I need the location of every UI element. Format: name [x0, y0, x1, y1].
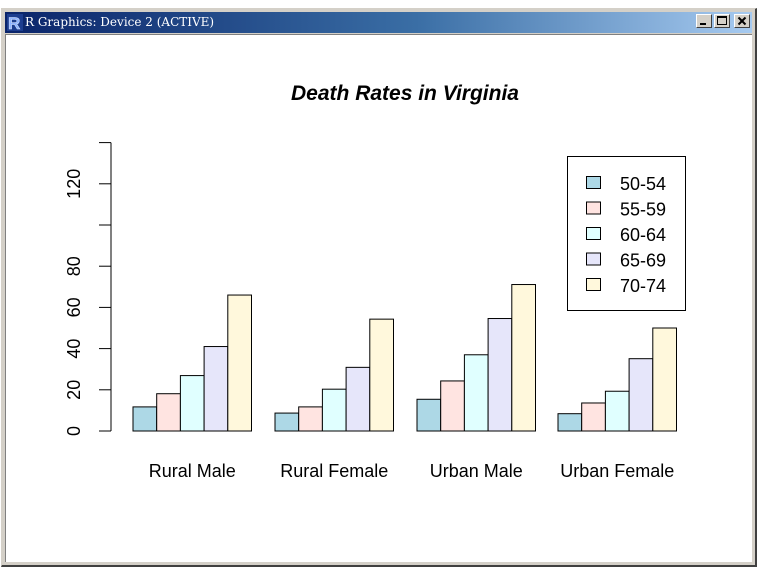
legend-swatch — [586, 227, 601, 240]
close-button[interactable] — [734, 14, 750, 28]
title-bar[interactable]: R R Graphics: Device 2 (ACTIVE) — [5, 12, 752, 33]
bar-group — [274, 318, 394, 432]
bars — [132, 284, 677, 432]
bar — [298, 406, 323, 432]
bar — [581, 402, 606, 432]
chart-title: Death Rates in Virginia — [291, 82, 519, 105]
x-tick-label: Urban Male — [430, 461, 523, 481]
bar-group — [416, 284, 536, 432]
x-tick-label: Rural Male — [149, 461, 236, 481]
x-tick-label: Rural Female — [280, 461, 388, 481]
bar — [345, 366, 371, 432]
bar — [274, 412, 300, 432]
bar — [203, 346, 229, 432]
y-axis: 0 20 40 60 80 120 — [64, 142, 112, 436]
y-tick-label: 80 — [64, 256, 84, 276]
minimize-icon — [700, 23, 706, 25]
maximize-icon — [717, 16, 727, 25]
bar — [416, 398, 442, 432]
legend-swatch — [586, 278, 601, 291]
y-tick-label: 60 — [64, 297, 84, 317]
legend-swatch — [586, 252, 601, 266]
y-tick-label: 20 — [64, 380, 84, 400]
bar — [511, 284, 536, 432]
x-axis-labels: Rural Male Rural Female Urban Male Urban Fe… — [149, 461, 675, 481]
bar — [321, 388, 347, 432]
legend-item: 50-54 — [586, 174, 666, 194]
y-tick-label: 120 — [64, 169, 84, 199]
bar-group — [557, 327, 677, 432]
legend-item: 55-59 — [586, 200, 666, 220]
legend-label: 55-59 — [620, 200, 666, 220]
legend-item: 65-69 — [586, 251, 666, 271]
bar — [557, 413, 583, 432]
y-tick-label: 40 — [64, 339, 84, 359]
bar — [652, 327, 677, 432]
bar — [487, 318, 513, 432]
legend-label: 50-54 — [620, 174, 666, 194]
bar — [369, 318, 394, 432]
maximize-button[interactable] — [714, 14, 730, 28]
legend: 50-54 55-59 60-64 65-69 70-74 — [567, 156, 686, 311]
bar — [604, 390, 630, 432]
bar — [440, 380, 465, 432]
legend-item: 60-64 — [586, 225, 666, 245]
legend-label: 70-74 — [620, 276, 666, 296]
window-title: R Graphics: Device 2 (ACTIVE) — [25, 15, 215, 29]
bar — [179, 375, 205, 432]
legend-swatch — [586, 201, 601, 215]
svg-text:R: R — [8, 14, 20, 31]
bar — [463, 354, 489, 432]
bar — [132, 406, 158, 432]
y-tick-label: 0 — [64, 426, 84, 436]
minimize-button[interactable] — [696, 14, 712, 28]
bar-group — [132, 294, 253, 432]
close-icon — [737, 16, 747, 26]
r-logo-icon: R — [7, 14, 23, 31]
legend-swatch — [586, 176, 601, 189]
x-tick-label: Urban Female — [560, 461, 674, 481]
bar — [227, 294, 253, 432]
bar — [156, 393, 181, 432]
legend-label: 60-64 — [620, 225, 666, 245]
bar — [628, 358, 654, 432]
legend-label: 65-69 — [620, 251, 666, 271]
legend-item: 70-74 — [586, 276, 666, 296]
